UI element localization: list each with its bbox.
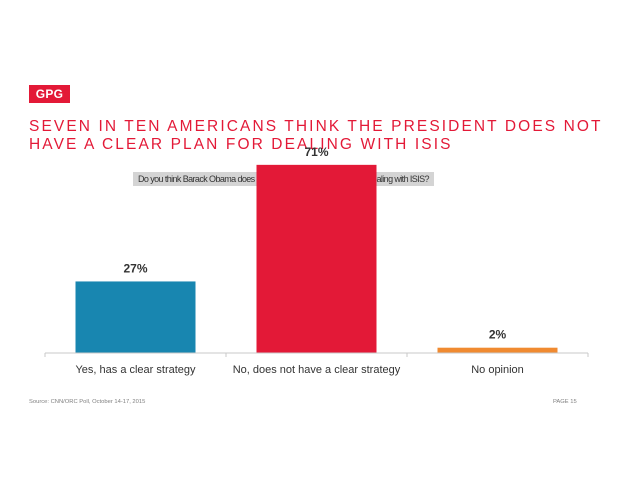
source-note: Source: CNN/ORC Poll, October 14-17, 201… <box>29 399 146 405</box>
bars-layer <box>75 164 558 353</box>
page-number: PAGE 15 <box>553 399 577 405</box>
bar <box>75 281 196 353</box>
gpg-logo: GPG <box>29 85 70 103</box>
category-label: Yes, has a clear strategy <box>75 364 196 376</box>
bar <box>437 347 558 353</box>
data-label: 27% <box>123 261 147 275</box>
tick-layer <box>44 353 589 357</box>
data-label: 71% <box>304 145 328 159</box>
category-label: No, does not have a clear strategy <box>233 364 401 376</box>
data-label: 2% <box>489 328 507 342</box>
category-label: No opinion <box>471 364 524 376</box>
bar <box>256 164 377 353</box>
label-layer: 27% Yes, has a clear strategy 71% No, does … <box>75 145 523 376</box>
slide-title: SEVEN IN TEN AMERICANS THINK THE PRESIDE… <box>29 118 603 153</box>
